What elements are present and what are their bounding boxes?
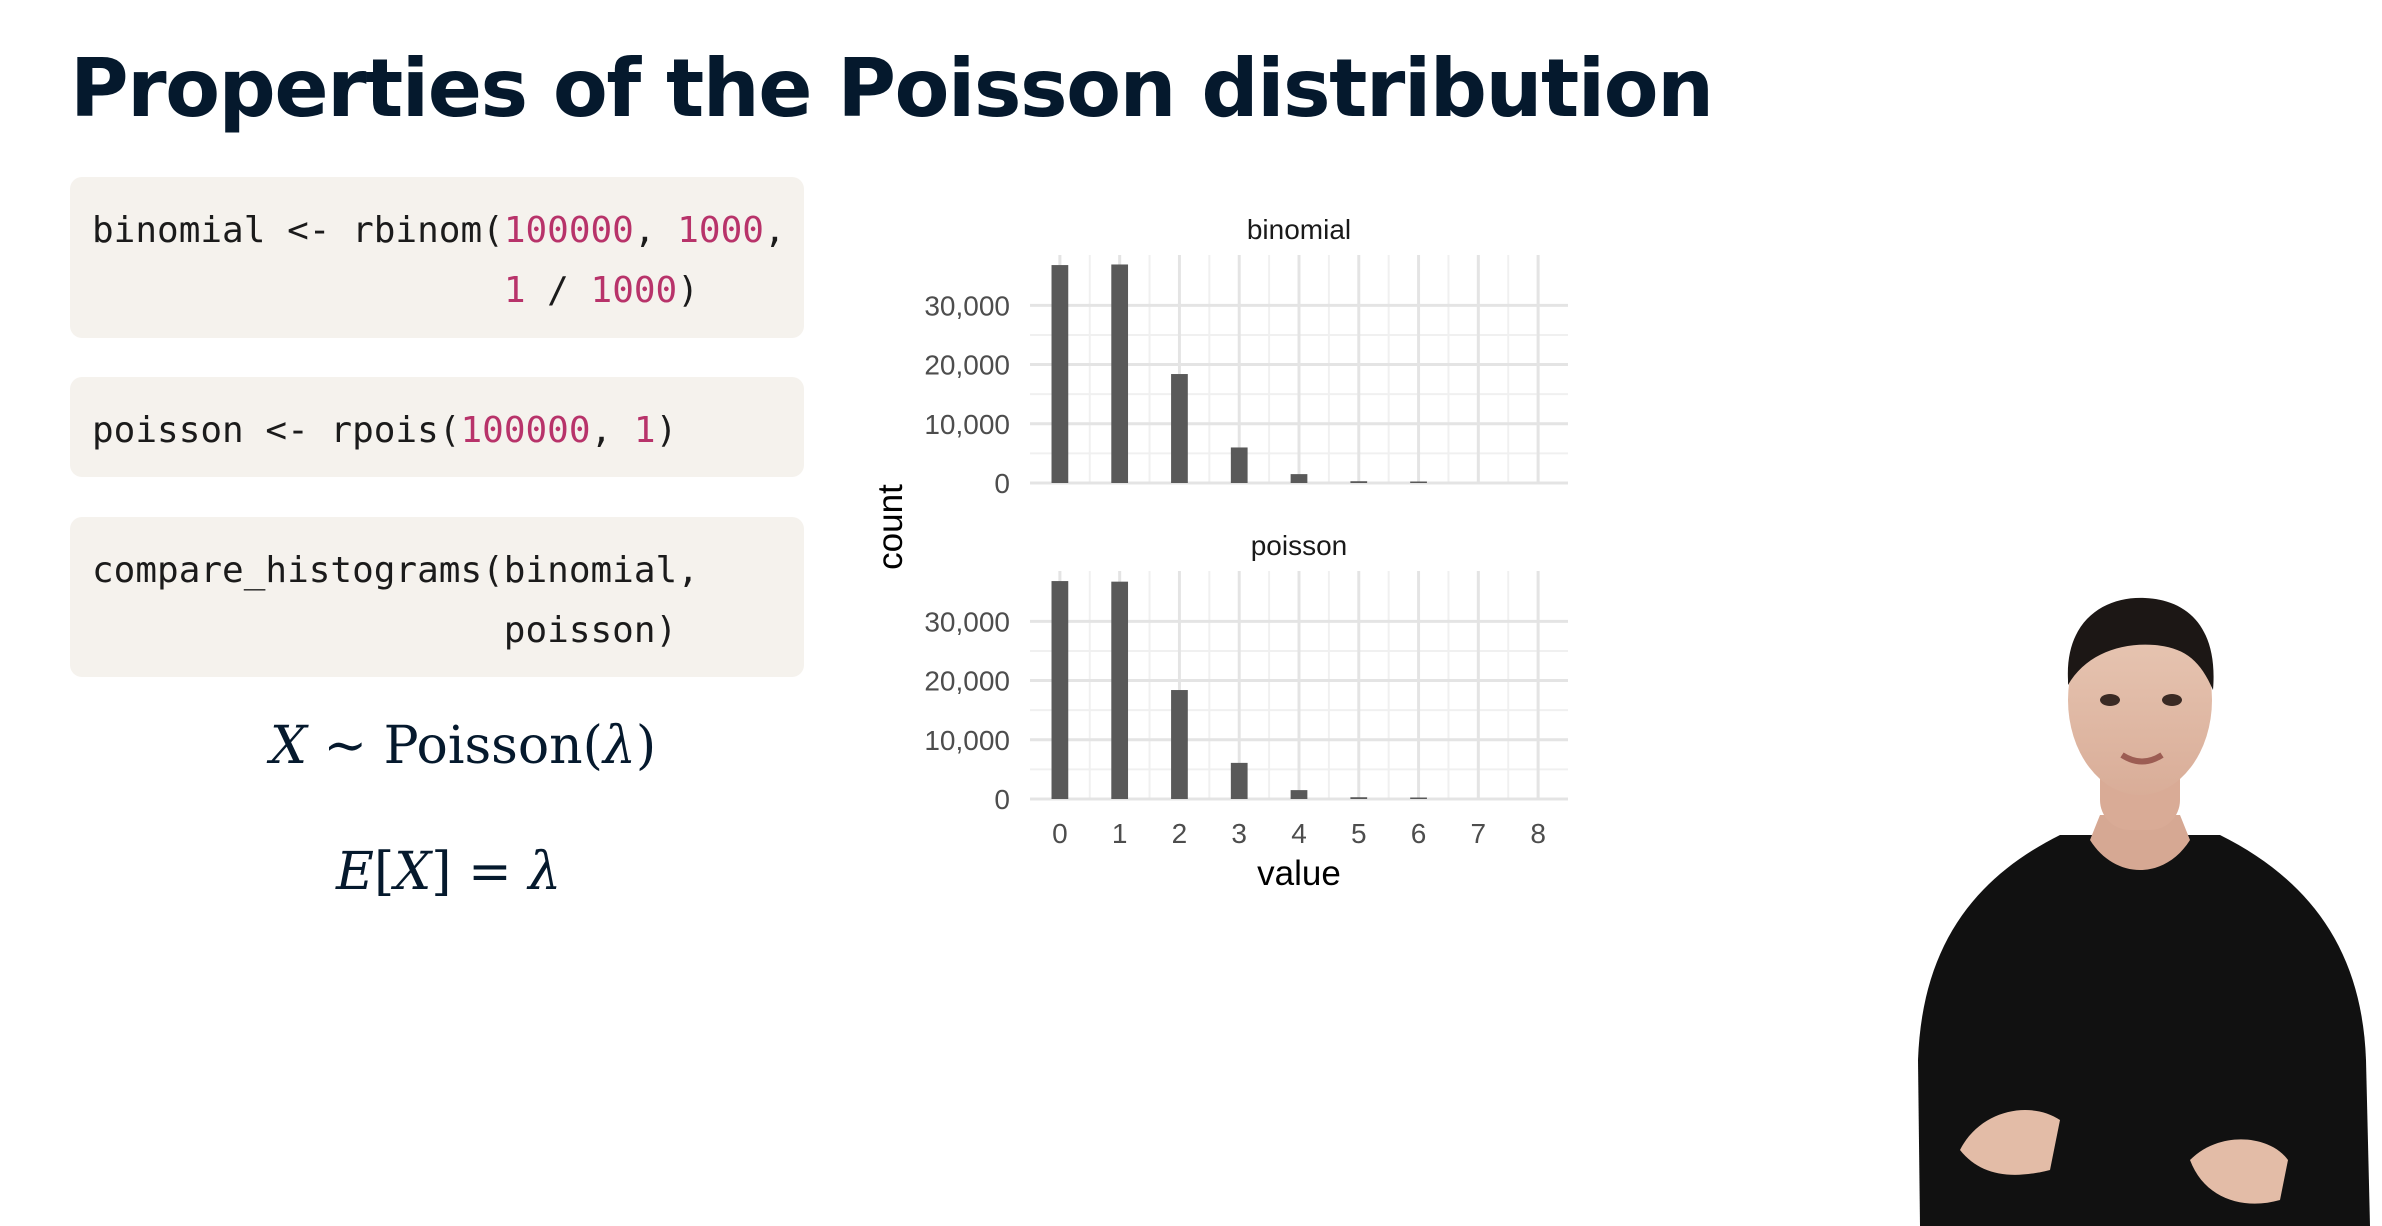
code-number: 1000 xyxy=(677,210,764,251)
histogram-bar xyxy=(1350,797,1368,799)
y-axis-title: count xyxy=(871,484,910,570)
histogram-bar xyxy=(1290,474,1308,483)
code-text: compare_histograms(binomial, xyxy=(92,550,699,591)
histogram-bar xyxy=(1230,762,1248,799)
x-tick-label: 5 xyxy=(1351,818,1367,849)
code-text: , xyxy=(763,210,786,251)
facet-title: poisson xyxy=(1251,530,1348,561)
y-tick-label: 10,000 xyxy=(924,725,1010,756)
formula-var: X xyxy=(270,716,308,776)
formula-poisson-distribution: X ∼ Poisson(λ) xyxy=(270,716,656,776)
facet-title: binomial xyxy=(1247,214,1351,245)
histogram-bar xyxy=(1051,581,1069,799)
histogram-bar xyxy=(1350,481,1368,483)
formula-dist: Poisson( xyxy=(383,716,603,776)
code-text: binomial <- rbinom( xyxy=(92,210,504,251)
formula-x: X xyxy=(394,842,432,902)
code-text: / xyxy=(525,270,591,311)
y-tick-label: 0 xyxy=(994,784,1010,815)
x-tick-label: 8 xyxy=(1530,818,1546,849)
x-tick-label: 7 xyxy=(1471,818,1487,849)
code-text: , xyxy=(590,410,634,451)
slide-title: Properties of the Poisson distribution xyxy=(70,42,1714,135)
histogram-bar xyxy=(1290,790,1308,799)
code-line: poisson) xyxy=(92,601,782,661)
code-text xyxy=(92,270,504,311)
formula-lambda: λ xyxy=(528,842,562,902)
x-tick-label: 6 xyxy=(1411,818,1427,849)
formula-relation: ∼ xyxy=(307,716,384,776)
formula-close-bracket: ] xyxy=(431,842,452,902)
code-number: 1 xyxy=(633,410,656,451)
x-tick-label: 1 xyxy=(1112,818,1128,849)
histogram-bar xyxy=(1051,265,1069,483)
formula-e: E xyxy=(336,842,374,902)
code-number: 1 xyxy=(503,270,526,311)
code-line: binomial <- rbinom(100000, 1000, xyxy=(92,201,786,261)
y-tick-label: 0 xyxy=(994,468,1010,499)
x-tick-label: 4 xyxy=(1291,818,1307,849)
code-text: , xyxy=(633,210,678,251)
code-line: 1 / 1000) xyxy=(92,261,782,321)
histogram-bar xyxy=(1171,690,1188,799)
formula-close: ) xyxy=(635,716,657,776)
formula-param: λ xyxy=(602,716,636,776)
code-text: ) xyxy=(677,270,699,311)
code-block-compare: compare_histograms(binomial, poisson) xyxy=(70,517,804,677)
code-number: 100000 xyxy=(460,410,591,451)
histogram-bar xyxy=(1171,374,1188,483)
x-tick-label: 3 xyxy=(1231,818,1247,849)
y-tick-label: 30,000 xyxy=(924,606,1010,637)
y-tick-label: 20,000 xyxy=(924,350,1010,381)
x-axis-title: value xyxy=(1257,854,1341,893)
y-tick-label: 10,000 xyxy=(924,409,1010,440)
code-line: poisson <- rpois(100000, 1) xyxy=(92,401,782,461)
code-text: poisson) xyxy=(92,610,678,651)
y-tick-label: 20,000 xyxy=(924,666,1010,697)
x-tick-label: 2 xyxy=(1172,818,1188,849)
code-block-binomial: binomial <- rbinom(100000, 1000, 1 / 100… xyxy=(70,177,804,338)
code-text: ) xyxy=(655,410,678,451)
code-line: compare_histograms(binomial, xyxy=(92,541,782,601)
histogram-bar xyxy=(1410,797,1427,799)
code-number: 100000 xyxy=(503,210,634,251)
histogram-bar xyxy=(1111,581,1129,799)
faceted-histogram-chart: 0 10,000 20,000 30,000 binomial 0 10,000 20,000… xyxy=(871,214,1568,893)
histogram-bar xyxy=(1111,264,1129,483)
code-block-poisson: poisson <- rpois(100000, 1) xyxy=(70,377,804,477)
presenter-video-image xyxy=(1918,597,2370,1226)
histogram-bar xyxy=(1230,447,1248,483)
formula-expectation: E[X] = λ xyxy=(336,842,561,902)
x-tick-label: 0 xyxy=(1052,818,1068,849)
code-text: poisson <- rpois( xyxy=(92,410,461,451)
code-number: 1000 xyxy=(590,270,678,311)
y-tick-label: 30,000 xyxy=(924,290,1010,321)
formula-equals: = xyxy=(451,842,529,902)
formula-open: [ xyxy=(373,842,395,902)
histogram-bar xyxy=(1410,481,1427,483)
